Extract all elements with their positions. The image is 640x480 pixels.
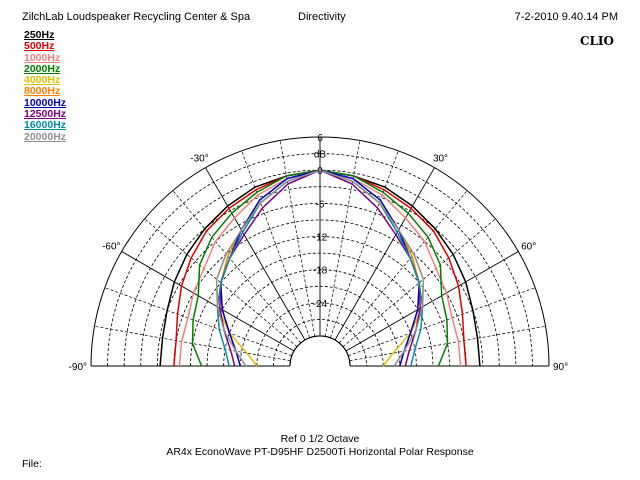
clio-logo: CLIO bbox=[579, 34, 614, 48]
grid-spoke-major bbox=[345, 251, 519, 352]
series-group bbox=[159, 169, 481, 367]
angle-label: 90° bbox=[553, 362, 568, 373]
measurement-settings: Ref 0 1/2 Octave bbox=[280, 433, 360, 445]
angle-label: 30° bbox=[433, 153, 448, 164]
angle-label: -30° bbox=[190, 153, 208, 164]
grid-spoke-minor bbox=[339, 190, 468, 344]
radial-unit-label: dB bbox=[314, 150, 327, 161]
grid-arc-dashed bbox=[190, 236, 450, 367]
grid-arc-inner bbox=[289, 335, 351, 367]
file-label: File: bbox=[22, 458, 42, 470]
grid-spoke-minor bbox=[279, 140, 316, 337]
grid-spoke-major bbox=[334, 167, 435, 341]
radial-tick-label: -18 bbox=[313, 266, 328, 277]
angle-label: 60° bbox=[521, 242, 536, 253]
grid-spoke-minor bbox=[324, 140, 361, 337]
radial-tick-label: -12 bbox=[313, 233, 328, 244]
grid-spoke-minor bbox=[144, 218, 298, 347]
grid-spoke-minor bbox=[94, 325, 291, 362]
radial-tick-label: 6 bbox=[317, 133, 323, 144]
grid-spoke-major bbox=[205, 167, 306, 341]
report-header-left: ZilchLab Loudspeaker Recycling Center & … bbox=[22, 11, 251, 23]
grid-spoke-minor bbox=[348, 287, 536, 357]
grid-spoke-minor bbox=[342, 218, 496, 347]
radial-tick-label: -24 bbox=[313, 299, 328, 310]
legend-item: 4000Hz bbox=[24, 74, 61, 87]
grid-spoke-minor bbox=[172, 190, 301, 344]
legend-item: 500Hz bbox=[24, 40, 55, 53]
legend-item: 8000Hz bbox=[24, 85, 61, 98]
grid-spoke-minor bbox=[349, 325, 546, 362]
grid-arc-dashed bbox=[273, 319, 367, 367]
legend-item: 20000Hz bbox=[24, 130, 67, 143]
legend-item: 2000Hz bbox=[24, 62, 61, 75]
legend-item: 16000Hz bbox=[24, 119, 67, 132]
legend: 250Hz 500Hz 1000Hz 2000Hz 4000Hz 8000Hz 10000H… bbox=[24, 29, 67, 143]
grid-spoke-minor bbox=[329, 150, 399, 338]
angle-label: -90° bbox=[69, 362, 87, 373]
legend-item: 12500Hz bbox=[24, 108, 67, 121]
measurement-description: AR4x EconoWave PT-D95HF D2500Ti Horizont… bbox=[166, 446, 474, 458]
chart-title: Directivity bbox=[298, 11, 346, 23]
grid-arc-solid bbox=[289, 335, 351, 367]
legend-item: 250Hz bbox=[24, 29, 55, 41]
grid-spoke-minor bbox=[241, 150, 311, 338]
radial-tick-label: 0 bbox=[317, 166, 323, 177]
angle-label: -60° bbox=[102, 242, 120, 253]
timestamp: 7-2-2010 9.40.14 PM bbox=[514, 11, 618, 23]
radial-tick-label: -6 bbox=[316, 199, 325, 210]
legend-item: 1000Hz bbox=[24, 51, 61, 64]
axis-labels: 6 0 -6 -12 -18 -24 dB -90° -60° -30° 30° 60° 90° bbox=[69, 133, 569, 373]
series-line-20000Hz bbox=[215, 169, 425, 367]
grid-spoke-major bbox=[121, 251, 295, 352]
grid-spoke-minor bbox=[104, 287, 292, 357]
legend-item: 10000Hz bbox=[24, 96, 67, 109]
